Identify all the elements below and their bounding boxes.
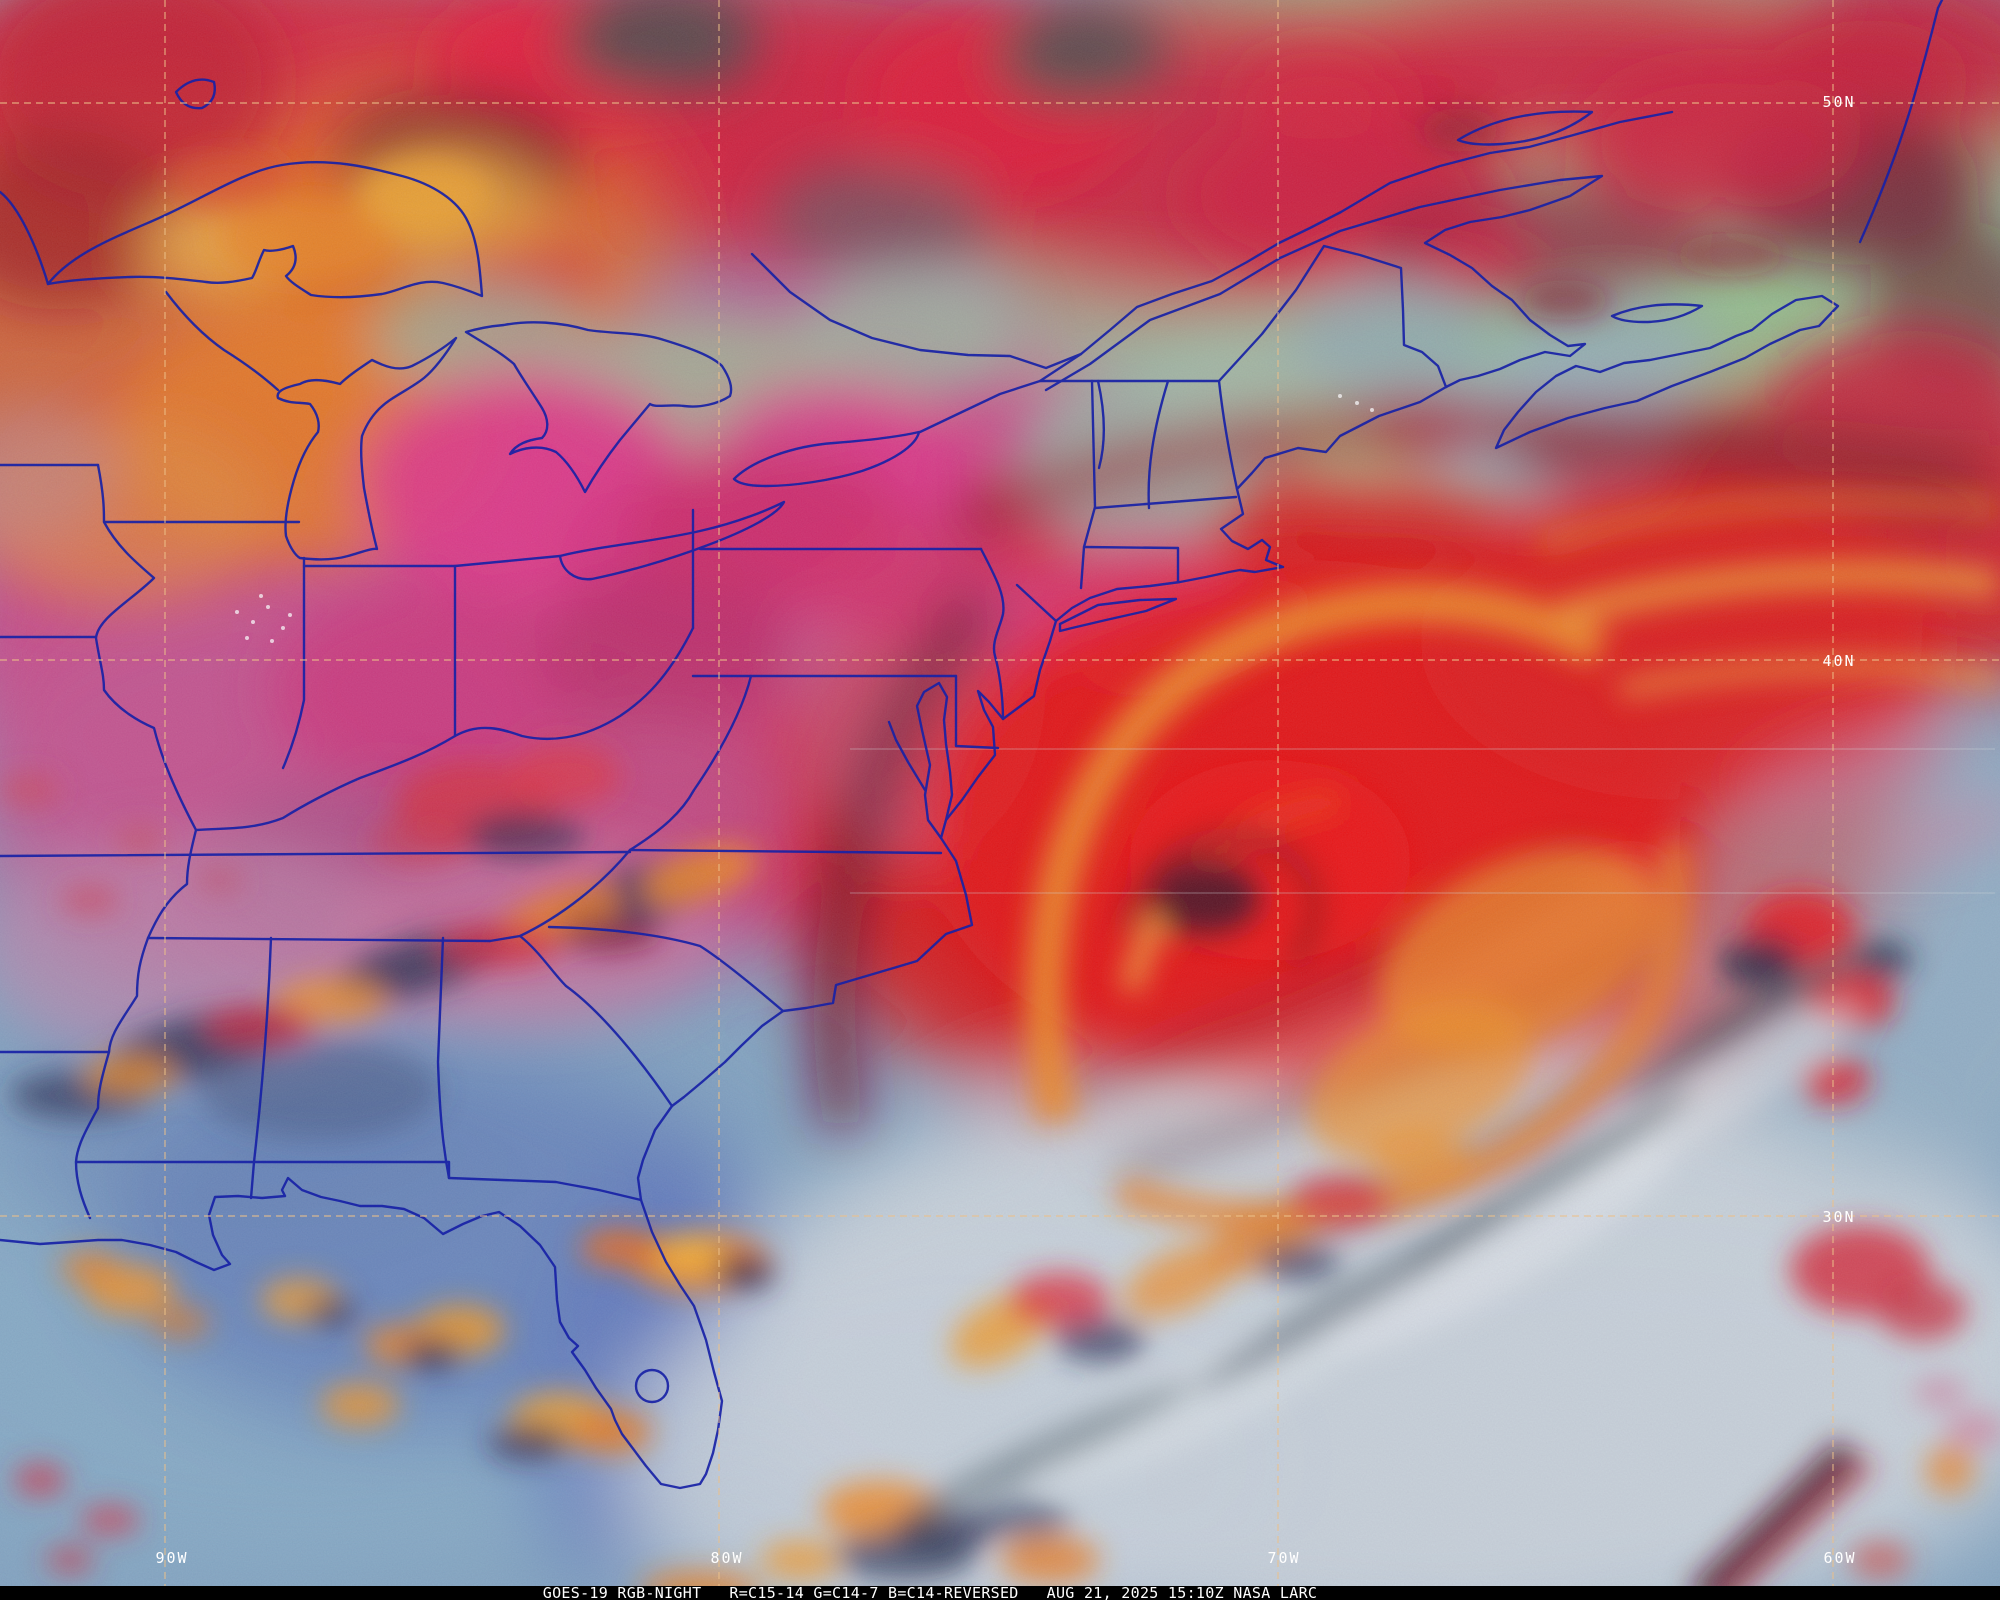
newyork-newjersey-line	[1015, 583, 1058, 623]
prince-edward-island	[1610, 303, 1704, 324]
atlantic-gulf-coastline	[0, 385, 1448, 1490]
ohio-river	[194, 626, 695, 832]
lon-label-80w: 80W	[710, 1549, 743, 1567]
newyork-newengland-line	[1079, 379, 1097, 590]
caption-bar: GOES-19 RGB-NIGHT R=C15-14 G=C14-7 B=C14…	[0, 1586, 2000, 1600]
alabama-mississippi-line	[249, 936, 273, 1200]
savannah-river-line	[518, 934, 674, 1108]
lake-erie	[558, 500, 786, 581]
illinois-indiana-line	[281, 556, 306, 770]
caption-text: GOES-19 RGB-NIGHT R=C15-14 G=C14-7 B=C14…	[542, 1584, 1318, 1600]
long-island	[1058, 597, 1178, 633]
wisconsin-michigan-up-line	[164, 290, 280, 392]
delaware-river	[979, 547, 1005, 721]
gulf-31n-lines	[74, 1160, 451, 1180]
virginia-westvirginia-line	[628, 674, 753, 852]
lat-label-50n: 50N	[1822, 93, 1855, 111]
tennessee-northcarolina-line	[488, 848, 632, 943]
lat-label-30n: 30N	[1822, 1208, 1855, 1226]
newhampshire-maine-line	[1217, 379, 1239, 491]
nova-scotia	[1494, 294, 1840, 450]
lat-label-40n: 40N	[1822, 652, 1855, 670]
st-lawrence-border	[918, 110, 1674, 434]
lake-ontario	[732, 430, 921, 488]
anticosti-island	[1456, 110, 1594, 146]
lake-huron	[464, 321, 733, 494]
newfoundland-coast	[1858, 0, 1944, 244]
grid-labels: 90W 80W 70W 60W 50N 40N 30N	[155, 93, 1856, 1567]
massachusetts-south-line	[1082, 545, 1180, 584]
florida-georgia-line	[447, 1176, 643, 1202]
lon-label-70w: 70W	[1267, 1549, 1300, 1567]
lon-label-90w: 90W	[155, 1549, 188, 1567]
mississippi-river	[74, 463, 198, 1220]
georgia-alabama-line	[436, 936, 451, 1180]
potomac-river	[887, 720, 927, 792]
lake-nipigon	[174, 78, 216, 110]
lake-michigan	[276, 336, 458, 561]
tennessee-alabama-line	[146, 936, 492, 943]
lake-okeechobee	[634, 1368, 670, 1404]
gaspe-new-brunswick-coast	[1044, 174, 1604, 392]
virginia-northcarolina-line	[628, 848, 943, 855]
ottawa-river	[750, 252, 1083, 370]
kentucky-tennessee-line	[0, 850, 632, 858]
vermont-newhampshire-line	[1147, 379, 1170, 510]
lon-label-60w: 60W	[1823, 1549, 1856, 1567]
state-boundaries	[0, 0, 1944, 1490]
delaware-lines	[954, 674, 1000, 750]
minnesota-border	[0, 190, 50, 286]
lake-champlain	[1096, 379, 1105, 470]
lake-superior	[46, 161, 484, 299]
massachusetts-north-line	[1093, 495, 1238, 510]
northcarolina-southcarolina-line	[547, 925, 785, 1013]
border-45n-maine	[1038, 244, 1448, 389]
